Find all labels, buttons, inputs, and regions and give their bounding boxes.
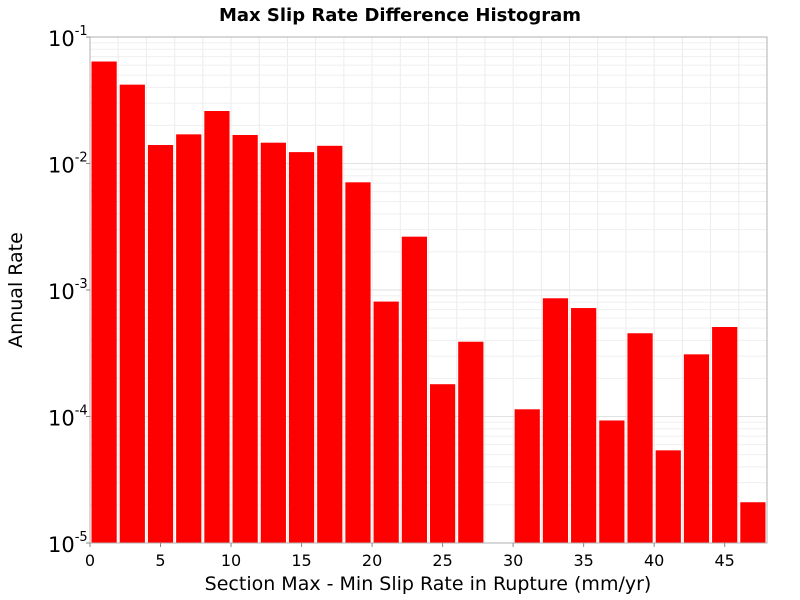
histogram-bar [317,145,343,543]
histogram-bar [232,134,258,543]
x-tick-label: 20 [362,551,382,570]
y-tick-exponent: -1 [75,24,88,39]
x-axis-ticks: 0 5 10 15 20 25 30 35 40 45 [85,543,735,570]
bars [91,61,766,544]
histogram-bar [91,61,117,543]
y-axis-label: Annual Rate [5,232,27,348]
x-axis-label: Section Max - Min Slip Rate in Rupture (… [205,573,652,595]
x-tick-label: 10 [221,551,241,570]
grid-lines [90,37,767,543]
histogram-bar [458,341,484,543]
histogram-bar [204,111,230,544]
histogram-bar [514,409,540,543]
histogram-bar [571,308,597,543]
y-tick-exponent: -3 [75,277,88,292]
y-tick-label: 10-4 [48,404,88,431]
histogram-bar [430,384,456,543]
histogram-bar [627,333,653,543]
y-tick-base: 10 [48,154,75,178]
x-tick-label: 45 [715,551,735,570]
histogram-bar [288,152,315,543]
histogram-bar [401,236,427,543]
y-tick-label: 10-1 [48,24,88,51]
y-tick-base: 10 [48,533,75,557]
x-tick-label: 40 [644,551,664,570]
histogram-bar [655,450,681,543]
y-tick-base: 10 [48,280,75,304]
chart-title: Max Slip Rate Difference Histogram [219,5,581,26]
y-tick-base: 10 [48,27,75,51]
x-tick-label: 0 [85,551,95,570]
y-tick-label: 10-2 [48,151,88,178]
histogram-bar [260,142,286,544]
x-tick-label: 25 [432,551,452,570]
histogram-bar [147,145,174,543]
x-tick-label: 15 [291,551,311,570]
histogram-bar [542,298,569,543]
histogram-bar [373,301,399,543]
histogram-bar [345,182,371,543]
y-tick-label: 10-3 [48,277,88,304]
x-tick-label: 5 [155,551,165,570]
y-tick-base: 10 [48,407,75,431]
x-tick-label: 35 [573,551,593,570]
y-tick-label: 10-5 [48,530,88,557]
histogram-bar [599,420,625,543]
histogram-bar [119,84,145,543]
y-tick-exponent: -4 [75,404,88,419]
histogram-bar [176,134,202,543]
y-tick-exponent: -2 [75,151,88,166]
histogram-bar [683,354,710,543]
y-tick-exponent: -5 [75,530,88,545]
y-axis-ticks: 10-110-210-310-410-5 [48,24,90,557]
histogram-bar [740,502,766,543]
histogram-bar [712,326,738,543]
x-tick-label: 30 [503,551,523,570]
